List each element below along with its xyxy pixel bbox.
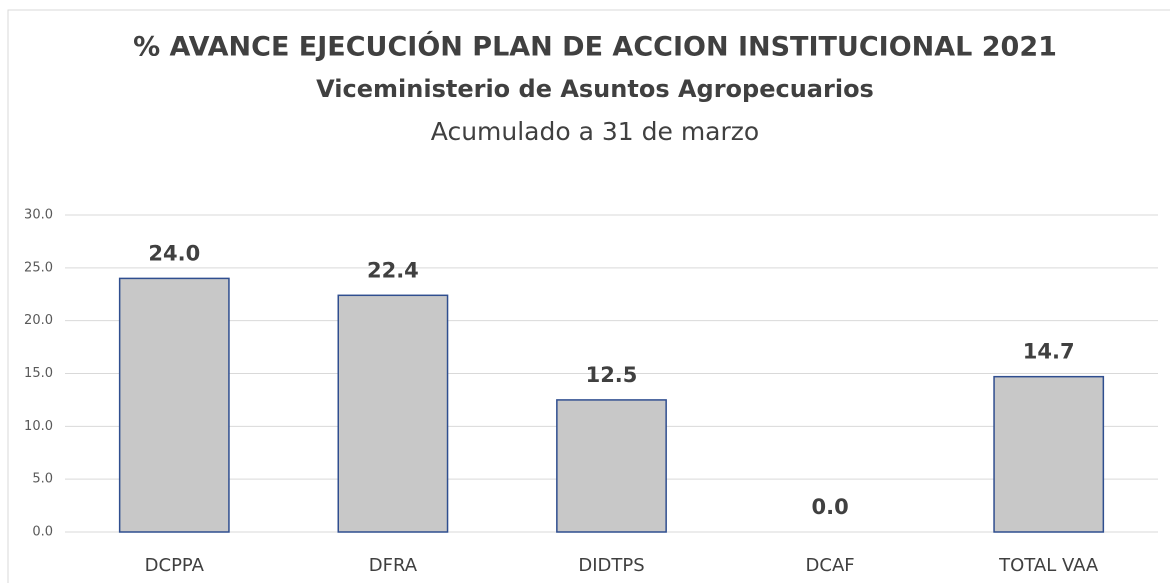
data-label: 0.0 <box>811 495 848 519</box>
bar <box>118 277 230 533</box>
x-tick-label: DCAF <box>806 555 855 576</box>
data-label: 14.7 <box>1023 340 1075 364</box>
y-tick-label: 15.0 <box>24 366 53 381</box>
bar <box>337 294 449 533</box>
y-tick-label: 20.0 <box>24 313 53 328</box>
x-tick-label: TOTAL VAA <box>998 555 1099 576</box>
data-label: 12.5 <box>586 363 638 387</box>
chart-subtitle: Viceministerio de Asuntos Agropecuarios <box>316 75 874 103</box>
bar <box>556 399 667 533</box>
x-tick-label: DCPPA <box>145 555 205 576</box>
x-tick-label: DIDTPS <box>578 555 644 576</box>
chart-subtitle: Acumulado a 31 de marzo <box>431 117 759 146</box>
y-tick-label: 10.0 <box>24 419 53 434</box>
y-tick-label: 25.0 <box>24 260 53 275</box>
data-label: 24.0 <box>148 241 200 265</box>
y-tick-label: 0.0 <box>32 525 53 540</box>
bar <box>993 375 1105 533</box>
chart-border <box>7 9 1170 583</box>
data-label: 22.4 <box>367 258 419 282</box>
y-tick-label: 5.0 <box>32 472 53 487</box>
x-tick-label: DFRA <box>369 555 418 576</box>
chart-title: % AVANCE EJECUCIÓN PLAN DE ACCION INSTIT… <box>133 31 1057 63</box>
y-tick-label: 30.0 <box>24 208 53 223</box>
